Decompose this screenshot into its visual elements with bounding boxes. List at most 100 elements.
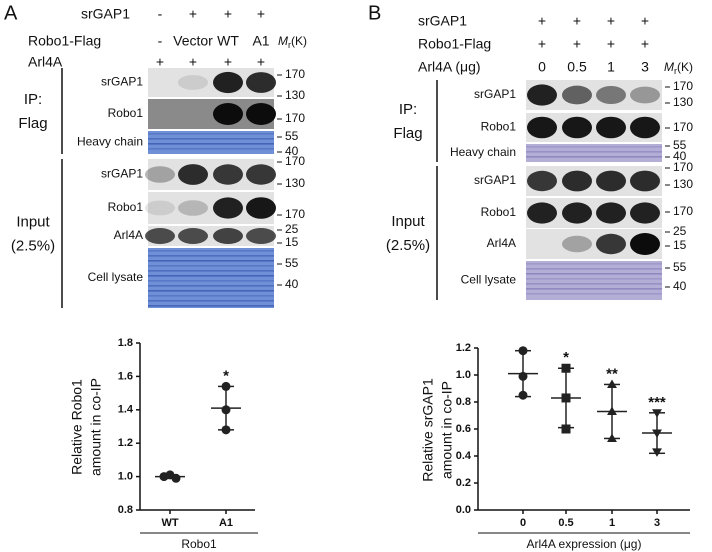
condition-value: + <box>257 54 265 70</box>
y-tick-label: 0.4 <box>456 450 472 462</box>
panel-label: A <box>4 2 18 24</box>
stain-stripe <box>148 280 274 282</box>
row-label: srGAP1 <box>101 75 143 89</box>
stain-stripe <box>148 275 274 277</box>
condition-name: Arl4A <box>28 54 63 70</box>
y-axis-label: amount in co-IP <box>439 381 455 479</box>
data-point <box>171 473 181 483</box>
y-tick-label: 0.8 <box>456 396 471 408</box>
blot-band <box>527 116 557 139</box>
stain-stripe <box>148 265 274 267</box>
mr-label: Mr(K) <box>664 60 693 76</box>
marker-label: 55 <box>673 138 687 152</box>
blot-band <box>213 164 243 185</box>
blot-band <box>145 166 175 183</box>
y-axis-label: Relative srGAP1 <box>420 378 436 482</box>
blot-band <box>213 71 243 94</box>
stain-stripe <box>148 255 274 257</box>
y-tick-label: 1.0 <box>118 471 133 483</box>
condition-value: + <box>573 36 581 52</box>
y-tick-label: 0.0 <box>456 504 471 516</box>
stain-stripe <box>526 278 662 280</box>
stain-stripe <box>148 250 274 252</box>
row-label: Robo1 <box>481 205 517 219</box>
marker-label: 170 <box>673 204 693 218</box>
x-tick-label: WT <box>161 517 178 529</box>
condition-value: + <box>538 13 546 29</box>
blot-band <box>246 197 276 219</box>
x-tick-label: A1 <box>219 517 233 529</box>
blot-band <box>213 103 243 125</box>
marker-label: 170 <box>285 154 305 168</box>
marker-label: 25 <box>285 222 299 236</box>
stain-stripe <box>148 138 274 140</box>
blot-band <box>630 86 660 104</box>
marker-label: 170 <box>673 120 693 134</box>
condition-value: A1 <box>252 33 269 49</box>
mr-sub: r <box>288 40 291 50</box>
mr-sub: r <box>674 66 677 76</box>
data-point <box>518 346 528 356</box>
blot-band <box>178 228 208 244</box>
condition-value: + <box>641 13 649 29</box>
blot-band <box>178 164 208 185</box>
marker-label: 25 <box>673 224 687 238</box>
marker-label: 130 <box>673 95 693 109</box>
marker-label: 170 <box>285 207 305 221</box>
marker-label: 130 <box>285 88 305 102</box>
data-point <box>607 379 617 389</box>
x-tick-label: 3 <box>654 517 660 529</box>
condition-value: + <box>641 36 649 52</box>
data-point <box>561 363 571 373</box>
marker-label: 15 <box>673 238 687 252</box>
condition-value: 0.5 <box>567 59 587 75</box>
data-point <box>561 393 571 403</box>
stain-stripe <box>148 300 274 302</box>
blot-band <box>596 233 626 255</box>
blot-band <box>246 103 276 125</box>
data-point <box>652 448 662 457</box>
group-label: (2.5%) <box>386 237 430 254</box>
marker-label: 40 <box>285 144 299 158</box>
data-point <box>607 406 617 416</box>
row-label: srGAP1 <box>474 173 516 187</box>
panel-label: B <box>368 2 381 24</box>
blot-band <box>596 86 626 104</box>
condition-value: + <box>257 6 265 22</box>
blot-band <box>527 202 557 224</box>
stain-stripe <box>148 133 274 135</box>
marker-label: 130 <box>673 177 693 191</box>
blot-band <box>213 197 243 219</box>
stain-stripe <box>526 288 662 290</box>
y-tick-label: 0.2 <box>456 477 471 489</box>
blot-band <box>145 228 175 244</box>
blot-band <box>630 170 660 192</box>
data-point <box>561 424 571 434</box>
mr-symbol: M <box>278 34 288 48</box>
condition-value: + <box>573 13 581 29</box>
stain-stripe <box>526 263 662 265</box>
y-tick-label: 1.0 <box>456 369 471 381</box>
condition-value: - <box>158 6 163 22</box>
y-axis-label: Relative Robo1 <box>69 379 85 475</box>
y-tick-label: 1.8 <box>118 337 133 349</box>
condition-value: + <box>189 54 197 70</box>
y-tick-label: 1.2 <box>118 437 133 449</box>
marker-label: 55 <box>285 256 299 270</box>
blot-band <box>246 164 276 185</box>
blot-band <box>596 170 626 192</box>
stain-image <box>148 131 274 154</box>
row-label: Robo1 <box>108 106 144 120</box>
row-label: Heavy chain <box>450 145 516 159</box>
stain-stripe <box>526 293 662 295</box>
y-tick-label: 0.6 <box>456 423 471 435</box>
stain-stripe <box>526 146 662 148</box>
data-point <box>518 371 528 381</box>
stain-stripe <box>526 268 662 270</box>
blot-band <box>562 235 592 253</box>
stain-image <box>148 248 274 308</box>
stain-stripe <box>148 148 274 150</box>
row-label: Robo1 <box>108 200 144 214</box>
condition-name: srGAP1 <box>418 13 467 29</box>
